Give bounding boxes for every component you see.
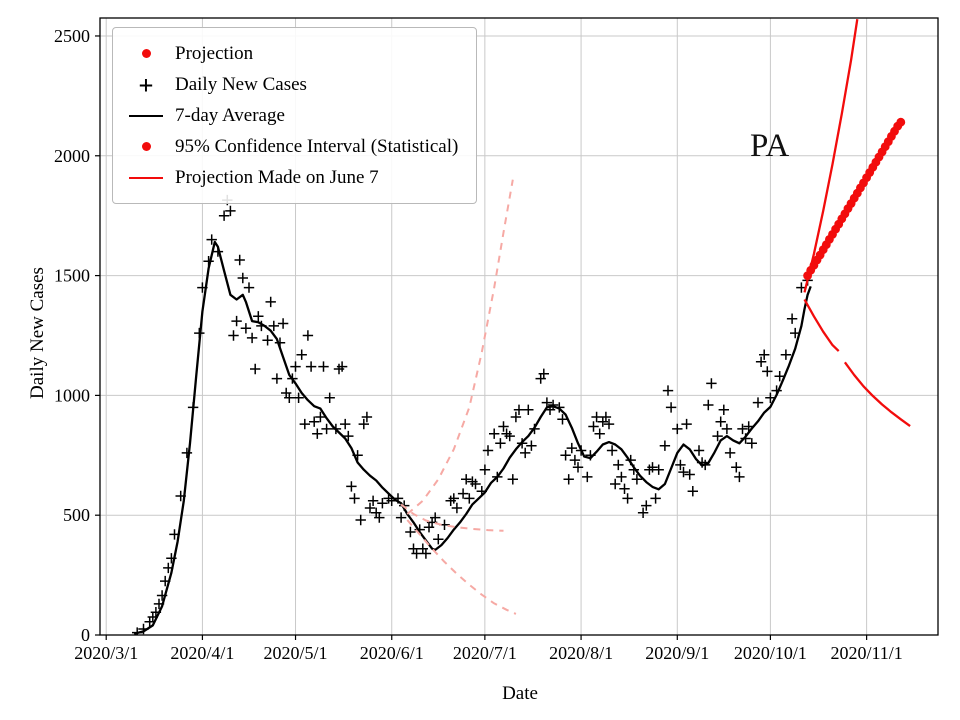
red-dot-icon bbox=[123, 142, 169, 151]
legend-label: Projection Made on June 7 bbox=[175, 166, 379, 188]
x-axis-label: Date bbox=[502, 683, 538, 704]
state-annotation: PA bbox=[750, 128, 790, 164]
y-axis-label: Daily New Cases bbox=[27, 267, 48, 399]
legend-item-projection-june7: Projection Made on June 7 bbox=[123, 162, 458, 193]
svg-text:2020/9/1: 2020/9/1 bbox=[645, 643, 709, 663]
svg-text:0: 0 bbox=[81, 625, 90, 645]
plus-marker-icon: + bbox=[138, 70, 154, 99]
svg-text:1500: 1500 bbox=[54, 266, 90, 286]
svg-text:2020/10/1: 2020/10/1 bbox=[734, 643, 807, 663]
svg-text:2020/5/1: 2020/5/1 bbox=[264, 643, 328, 663]
red-dot-icon bbox=[123, 49, 169, 58]
svg-text:2020/4/1: 2020/4/1 bbox=[170, 643, 234, 663]
legend-item-projection: Projection bbox=[123, 38, 458, 69]
legend-item-confidence-interval: 95% Confidence Interval (Statistical) bbox=[123, 131, 458, 162]
svg-text:2500: 2500 bbox=[54, 26, 90, 46]
svg-text:500: 500 bbox=[63, 505, 90, 525]
svg-text:2020/8/1: 2020/8/1 bbox=[549, 643, 613, 663]
svg-text:2020/3/1: 2020/3/1 bbox=[74, 643, 138, 663]
svg-text:2020/11/1: 2020/11/1 bbox=[830, 643, 902, 663]
legend-label: 95% Confidence Interval (Statistical) bbox=[175, 135, 459, 157]
series-group bbox=[132, 19, 911, 635]
red-line-icon bbox=[123, 176, 169, 179]
legend-label: 7-day Average bbox=[175, 104, 285, 126]
legend-item-7day-average: 7-day Average bbox=[123, 100, 458, 131]
svg-text:2020/7/1: 2020/7/1 bbox=[453, 643, 517, 663]
black-line-icon bbox=[123, 114, 169, 117]
legend: Projection + Daily New Cases 7-day Avera… bbox=[112, 27, 478, 204]
svg-text:2020/6/1: 2020/6/1 bbox=[360, 643, 424, 663]
gridlines bbox=[100, 18, 938, 636]
legend-label: Projection bbox=[175, 42, 254, 64]
svg-text:2000: 2000 bbox=[54, 146, 90, 166]
svg-text:1000: 1000 bbox=[54, 385, 90, 405]
legend-item-daily-new-cases: + Daily New Cases bbox=[123, 69, 458, 100]
legend-label: Daily New Cases bbox=[175, 73, 307, 95]
